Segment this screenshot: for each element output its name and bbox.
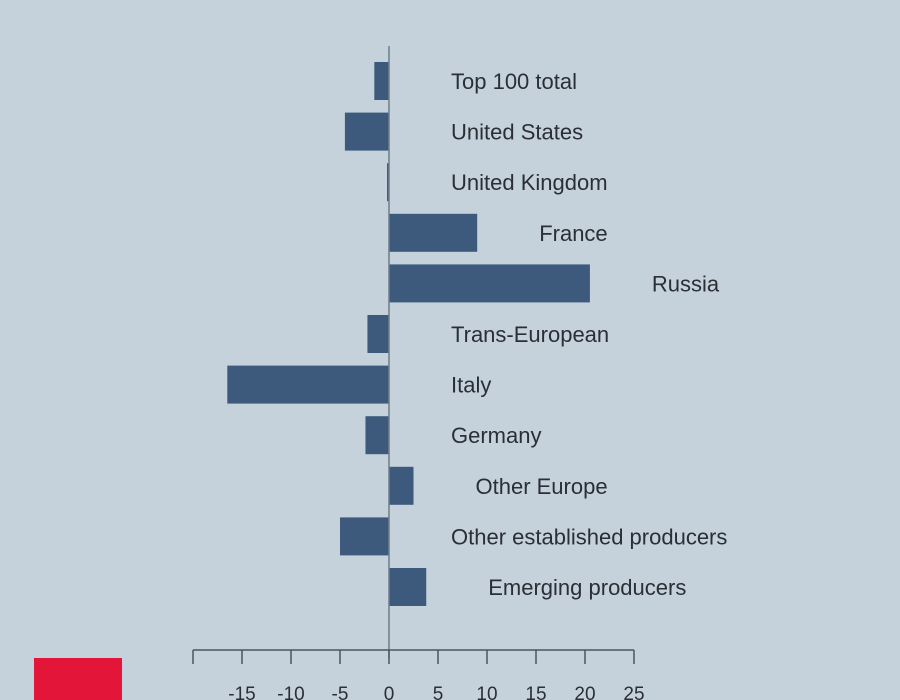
category-label: United Kingdom bbox=[451, 170, 608, 195]
bar-other-europe bbox=[389, 466, 414, 505]
x-tick-label: 25 bbox=[623, 684, 644, 700]
category-labels: Top 100 total United States United Kingdom… bbox=[451, 69, 727, 600]
category-label: Top 100 total bbox=[451, 69, 577, 94]
bar-germany bbox=[365, 416, 389, 455]
bar-other-established-producers bbox=[340, 517, 389, 556]
x-tick-label: -15 bbox=[228, 684, 255, 700]
bar-trans-european bbox=[367, 315, 389, 353]
x-tick-label: 5 bbox=[433, 684, 444, 700]
bar-france bbox=[389, 213, 478, 252]
bar-united-states bbox=[344, 112, 389, 151]
bar-emerging-producers bbox=[389, 568, 427, 606]
x-tick-label: -10 bbox=[277, 684, 304, 700]
category-label: United States bbox=[451, 120, 583, 145]
bar-italy bbox=[227, 365, 389, 404]
category-label: Emerging producers bbox=[488, 575, 686, 600]
x-tick-label: 20 bbox=[574, 684, 595, 700]
category-label: France bbox=[539, 221, 607, 246]
x-tick-label: 15 bbox=[525, 684, 546, 700]
bar-united-kingdom bbox=[387, 163, 389, 202]
category-label: Other Europe bbox=[476, 474, 608, 499]
bar-top-100-total bbox=[374, 62, 389, 100]
category-label: Germany bbox=[451, 423, 541, 448]
x-tick-label: 0 bbox=[384, 684, 395, 700]
category-label: Trans-European bbox=[451, 322, 609, 347]
bar-russia bbox=[389, 264, 590, 303]
brand-logo-block bbox=[34, 658, 122, 700]
x-axis: -15 -10 -5 0 5 10 15 20 25 bbox=[192, 649, 645, 700]
category-label: Other established producers bbox=[451, 524, 727, 549]
bars-layer bbox=[227, 62, 590, 606]
category-label: Russia bbox=[652, 271, 720, 296]
x-tick-label: -5 bbox=[332, 684, 349, 700]
category-label: Italy bbox=[451, 373, 491, 398]
x-tick-label: 10 bbox=[476, 684, 497, 700]
